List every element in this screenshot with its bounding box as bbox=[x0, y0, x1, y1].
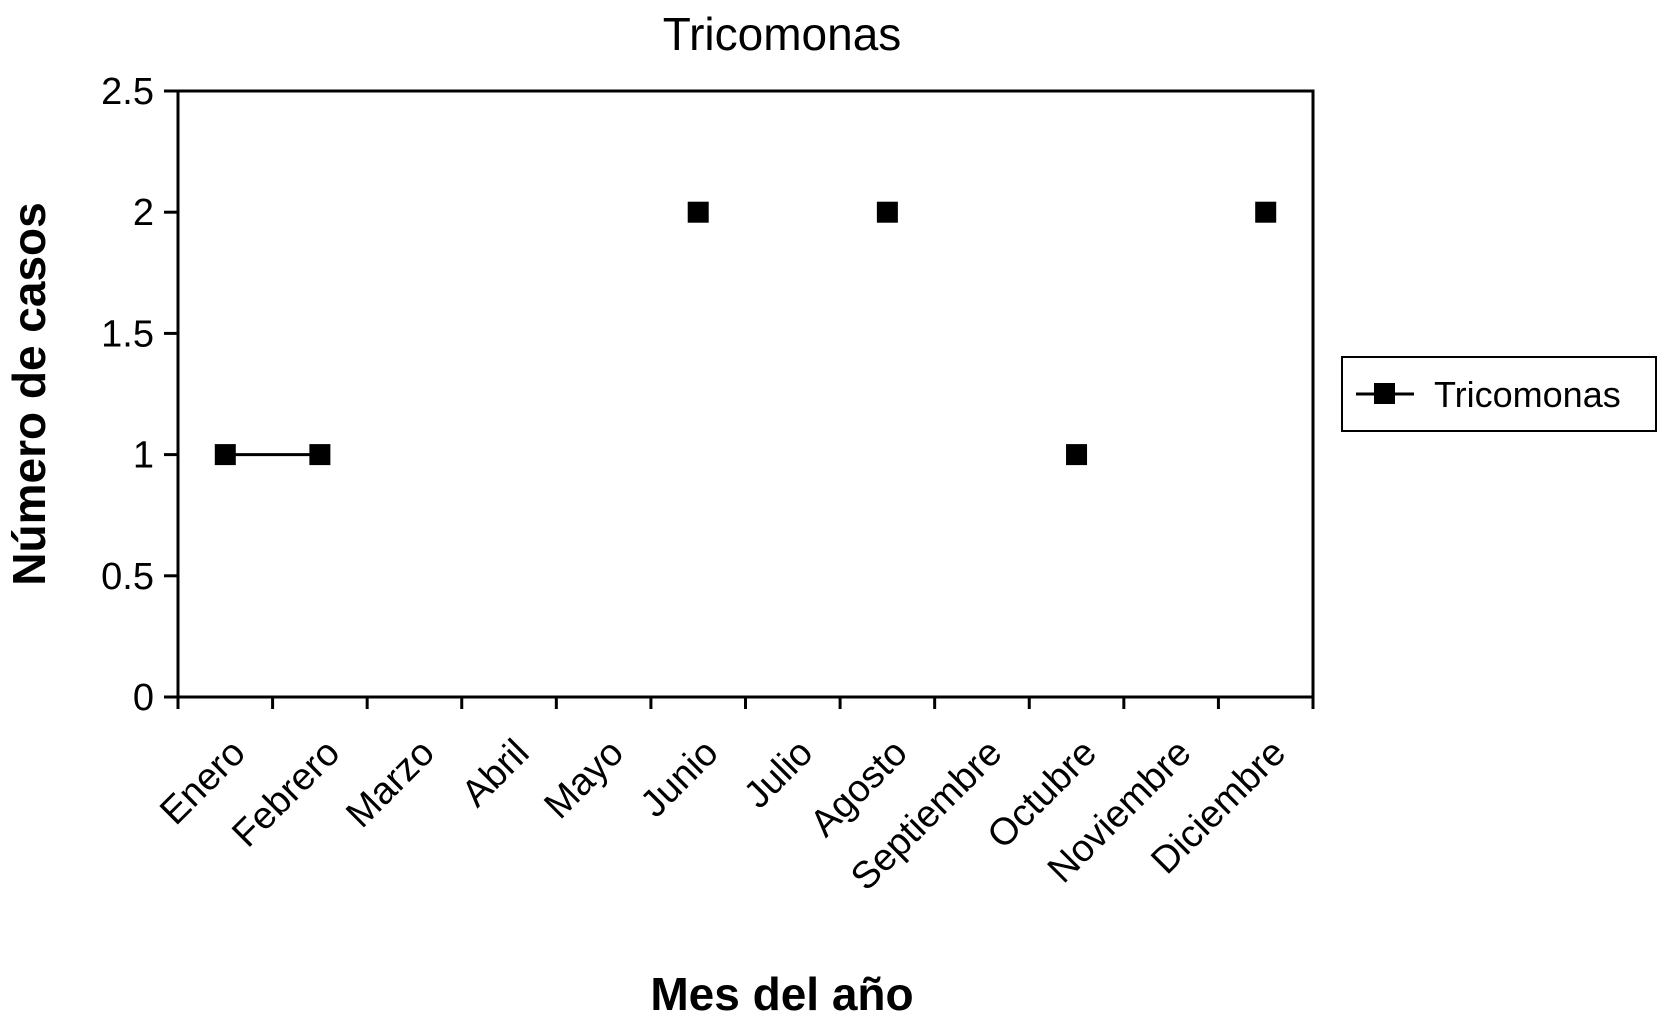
data-point bbox=[1255, 201, 1277, 223]
y-axis: 0 0.5 1 1.5 2 2.5 bbox=[101, 71, 178, 719]
data-point bbox=[687, 201, 709, 223]
x-tick-label: Abril bbox=[454, 732, 537, 815]
legend: Tricomonas bbox=[1341, 356, 1657, 432]
series-layer bbox=[214, 201, 1277, 466]
legend-marker bbox=[1374, 383, 1395, 404]
y-tick-label: 1.5 bbox=[101, 313, 154, 355]
data-point bbox=[1066, 444, 1088, 466]
y-tick-label: 0 bbox=[133, 677, 154, 719]
data-point bbox=[309, 444, 331, 466]
x-tick-label: Mayo bbox=[537, 732, 632, 827]
x-axis-title: Mes del año bbox=[650, 968, 913, 1020]
x-tick-label: Febrero bbox=[224, 732, 348, 856]
y-tick-label: 2 bbox=[133, 192, 154, 234]
legend-label: Tricomonas bbox=[1434, 374, 1621, 415]
data-point bbox=[876, 201, 898, 223]
y-tick-label: 0.5 bbox=[101, 556, 154, 598]
data-point bbox=[214, 444, 236, 466]
y-tick-label: 2.5 bbox=[101, 71, 154, 113]
chart-title: Tricomonas bbox=[663, 8, 902, 60]
x-tick-label: Junio bbox=[633, 732, 727, 826]
x-tick-label: Marzo bbox=[338, 732, 442, 836]
y-axis-title: Número de casos bbox=[3, 202, 55, 585]
y-tick-label: 1 bbox=[133, 435, 154, 477]
x-tick-label: Julio bbox=[736, 732, 821, 817]
plot-area bbox=[176, 89, 1315, 699]
